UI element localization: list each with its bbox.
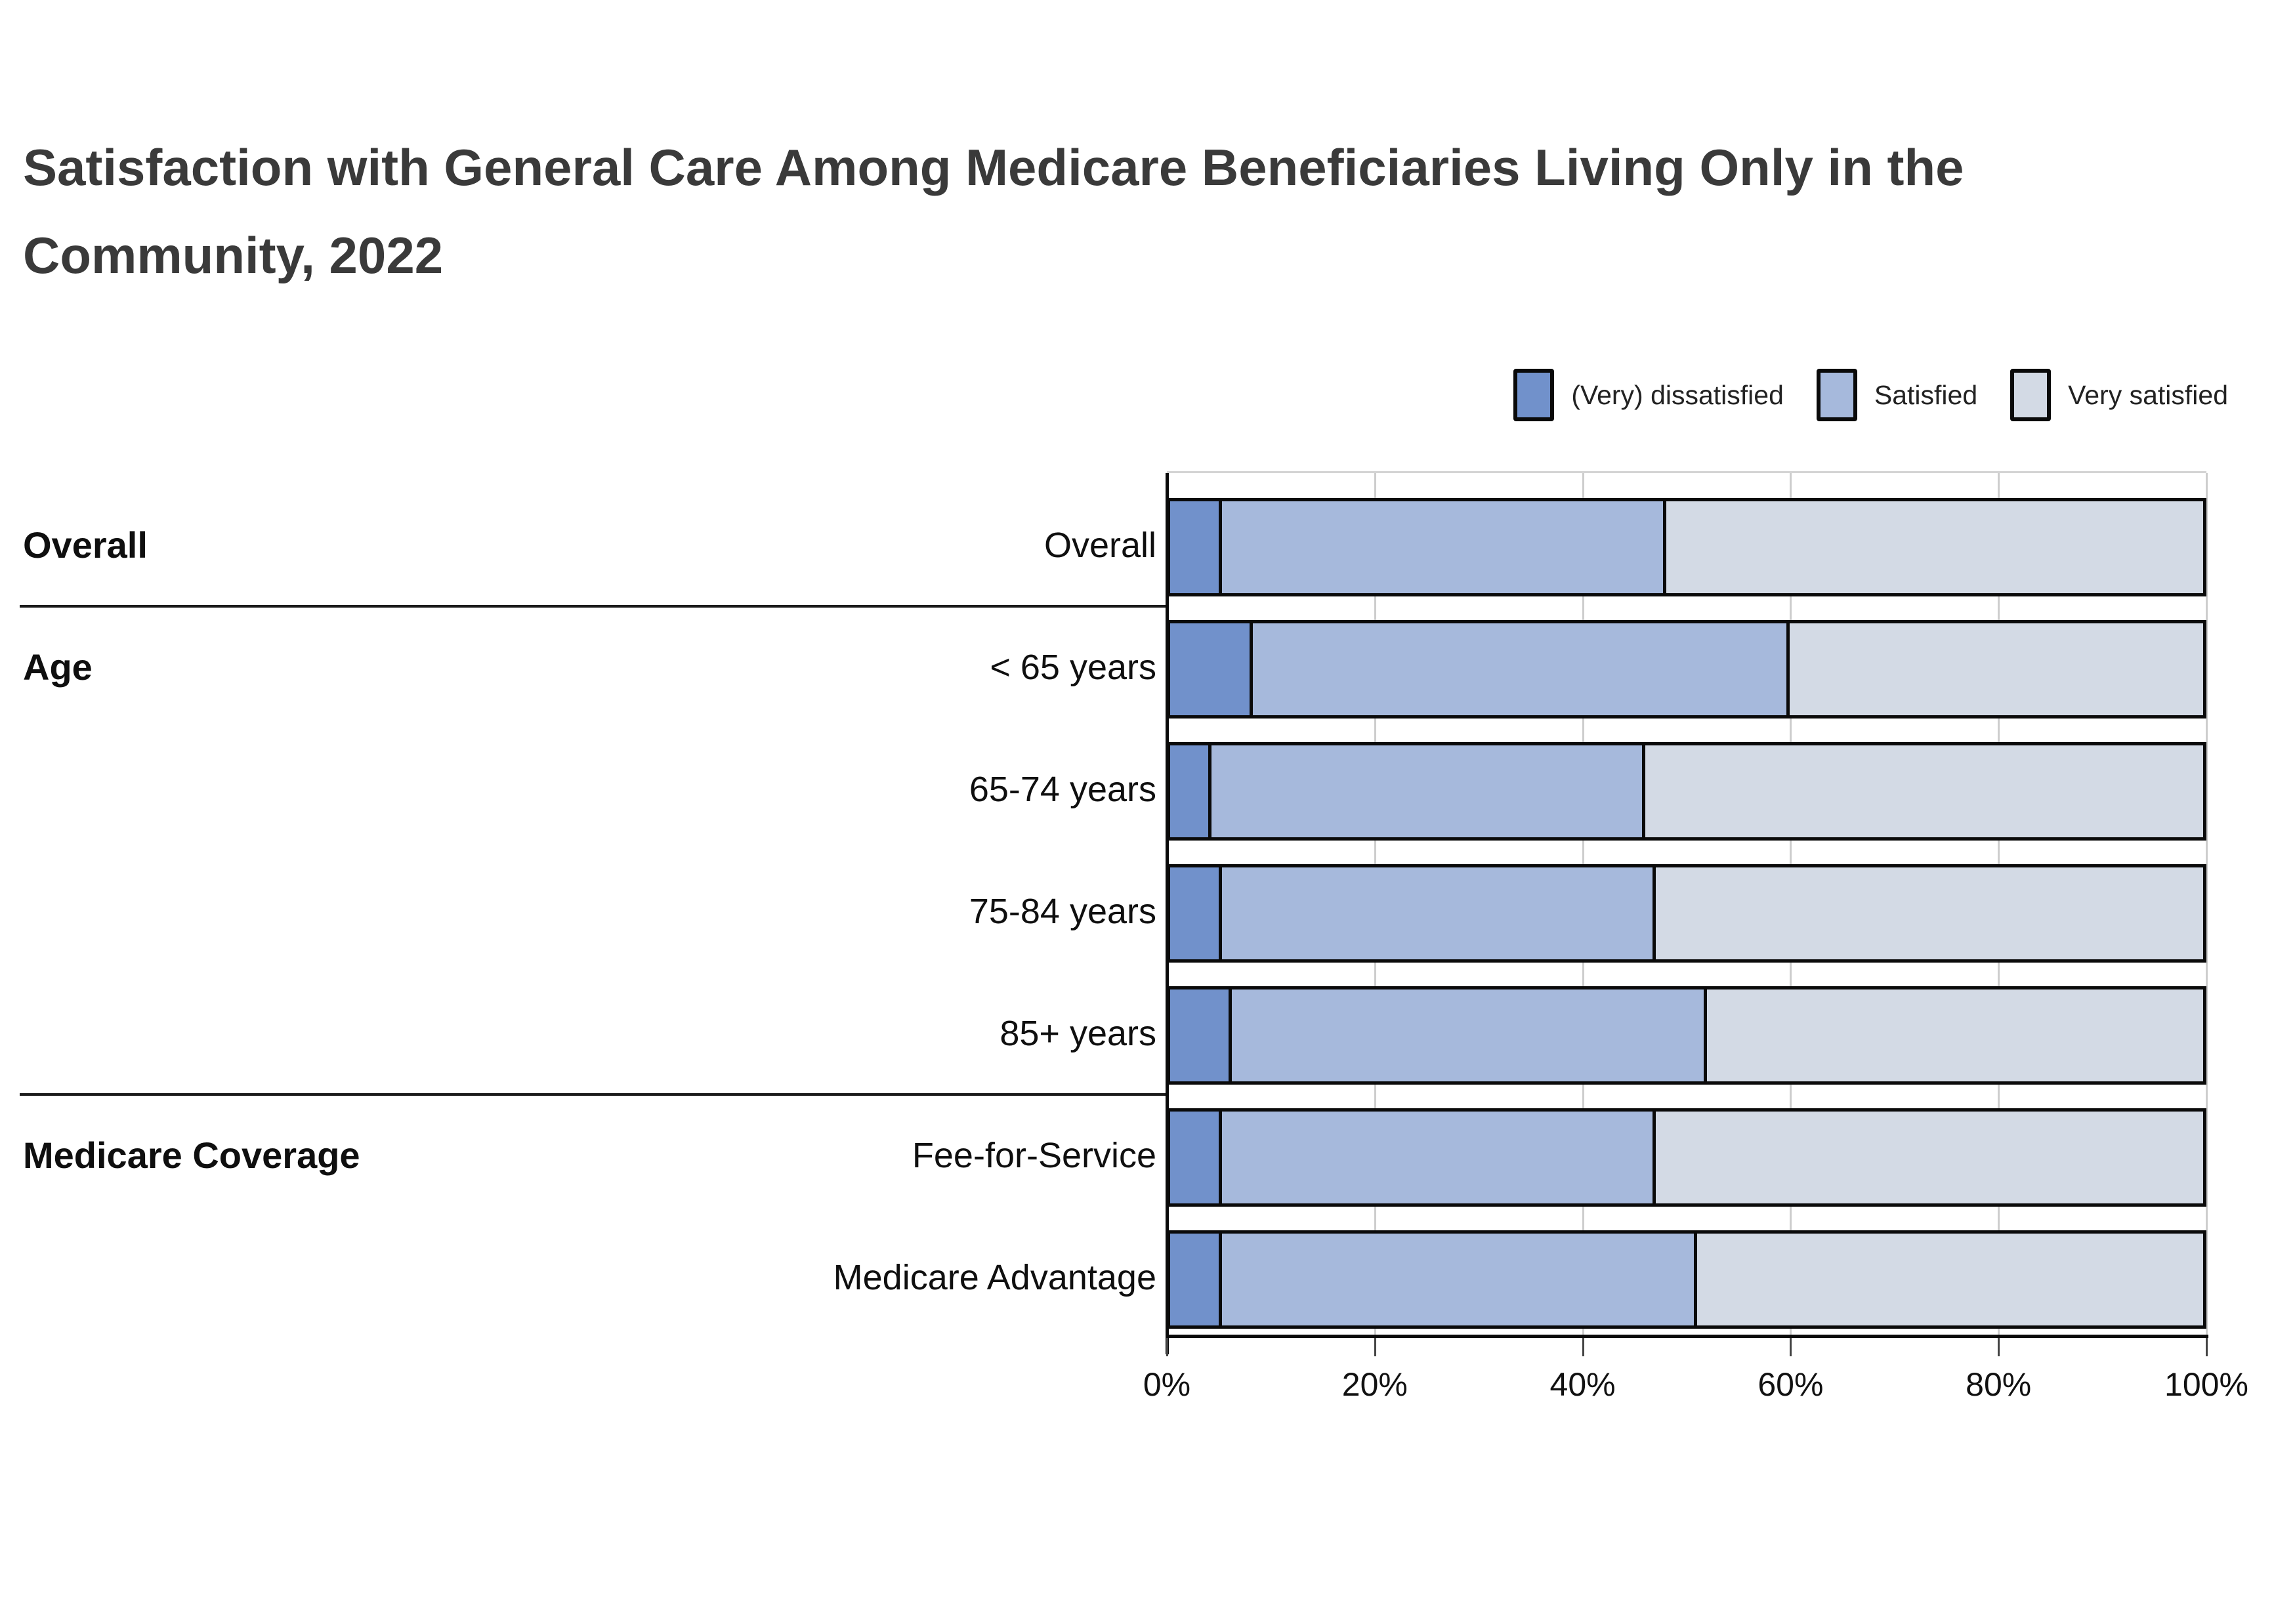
segment-satisfied: [1221, 1112, 1656, 1203]
axis-tick-label: 60%: [1758, 1366, 1824, 1403]
segment-very-dissatisfied: [1170, 989, 1232, 1081]
section-header: Overall: [23, 524, 148, 566]
plot-area: 0% 20% 40% 60% 80% 100%: [1143, 471, 2248, 1403]
chart-legend: (Very) dissatisfied Satisfied Very satisfi…: [1513, 369, 2228, 421]
row-label: Fee-for-Service: [912, 1136, 1156, 1175]
axis-tick: [1998, 1338, 2000, 1356]
section-header: Medicare Coverage: [23, 1135, 360, 1176]
segment-very-satisfied: [1645, 745, 2203, 837]
segment-very-satisfied: [1790, 623, 2203, 715]
x-axis-line: [1166, 1335, 2208, 1338]
legend-item: Satisfied: [1816, 369, 1978, 421]
segment-satisfied: [1221, 867, 1656, 959]
legend-swatch-icon: [1816, 369, 1857, 421]
row-label: < 65 years: [990, 648, 1156, 687]
segment-very-satisfied: [1707, 989, 2203, 1081]
legend-label: Very satisfied: [2068, 379, 2228, 410]
axis-tick: [1582, 1338, 1584, 1356]
row-label: 85+ years: [1000, 1014, 1156, 1053]
segment-very-dissatisfied: [1170, 623, 1253, 715]
gridline: [2206, 473, 2208, 1336]
segment-satisfied: [1221, 1234, 1697, 1325]
stacked-bar-row: [1167, 1108, 2206, 1207]
row-label-column: Overall < 65 years 65-74 years 75-84 years 8…: [0, 471, 1156, 1334]
axis-tick: [2206, 1338, 2208, 1356]
segment-very-satisfied: [1666, 501, 2203, 593]
stacked-bar-row: [1167, 498, 2206, 596]
stacked-bar-row: [1167, 864, 2206, 963]
axis-tick-label: 20%: [1341, 1366, 1408, 1403]
legend-item: (Very) dissatisfied: [1513, 369, 1784, 421]
segment-very-dissatisfied: [1170, 867, 1222, 959]
legend-label: Satisfied: [1874, 379, 1978, 410]
axis-tick-label: 40%: [1549, 1366, 1616, 1403]
segment-satisfied: [1232, 989, 1708, 1081]
row-label: Overall: [1043, 526, 1156, 565]
stacked-bar-row: [1167, 742, 2206, 841]
legend-item: Very satisfied: [2010, 369, 2228, 421]
stacked-bar-row: [1167, 1230, 2206, 1329]
legend-swatch-icon: [2010, 369, 2052, 421]
segment-satisfied: [1252, 623, 1790, 715]
stacked-bar-row: [1167, 986, 2206, 1085]
axis-tick: [1166, 1338, 1168, 1356]
row-label: Medicare Advantage: [833, 1258, 1156, 1297]
stacked-bar-row: [1167, 620, 2206, 718]
axis-tick-label: 100%: [2164, 1366, 2248, 1403]
segment-very-satisfied: [1655, 867, 2203, 959]
row-label: 65-74 years: [969, 770, 1156, 809]
y-axis-line: [1166, 473, 1169, 1354]
legend-swatch-icon: [1513, 369, 1555, 421]
row-label: 75-84 years: [969, 892, 1156, 931]
axis-tick-label: 0%: [1143, 1366, 1191, 1403]
segment-very-satisfied: [1696, 1234, 2203, 1325]
segment-very-dissatisfied: [1170, 1112, 1222, 1203]
axis-tick: [1374, 1338, 1376, 1356]
section-header-column: Overall Age Medicare Coverage: [23, 471, 1139, 1334]
section-header: Age: [23, 646, 93, 688]
segment-very-satisfied: [1655, 1112, 2203, 1203]
section-divider: [20, 605, 1167, 608]
segment-satisfied: [1211, 745, 1646, 837]
segment-very-dissatisfied: [1170, 501, 1222, 593]
segment-very-dissatisfied: [1170, 745, 1211, 837]
axis-tick-label: 80%: [1966, 1366, 2032, 1403]
segment-satisfied: [1221, 501, 1666, 593]
axis-tick: [1790, 1338, 1792, 1356]
segment-very-dissatisfied: [1170, 1234, 1222, 1325]
legend-label: (Very) dissatisfied: [1571, 379, 1784, 410]
section-divider: [20, 1093, 1167, 1096]
chart-title: Satisfaction with General Care Among Med…: [23, 138, 1964, 284]
